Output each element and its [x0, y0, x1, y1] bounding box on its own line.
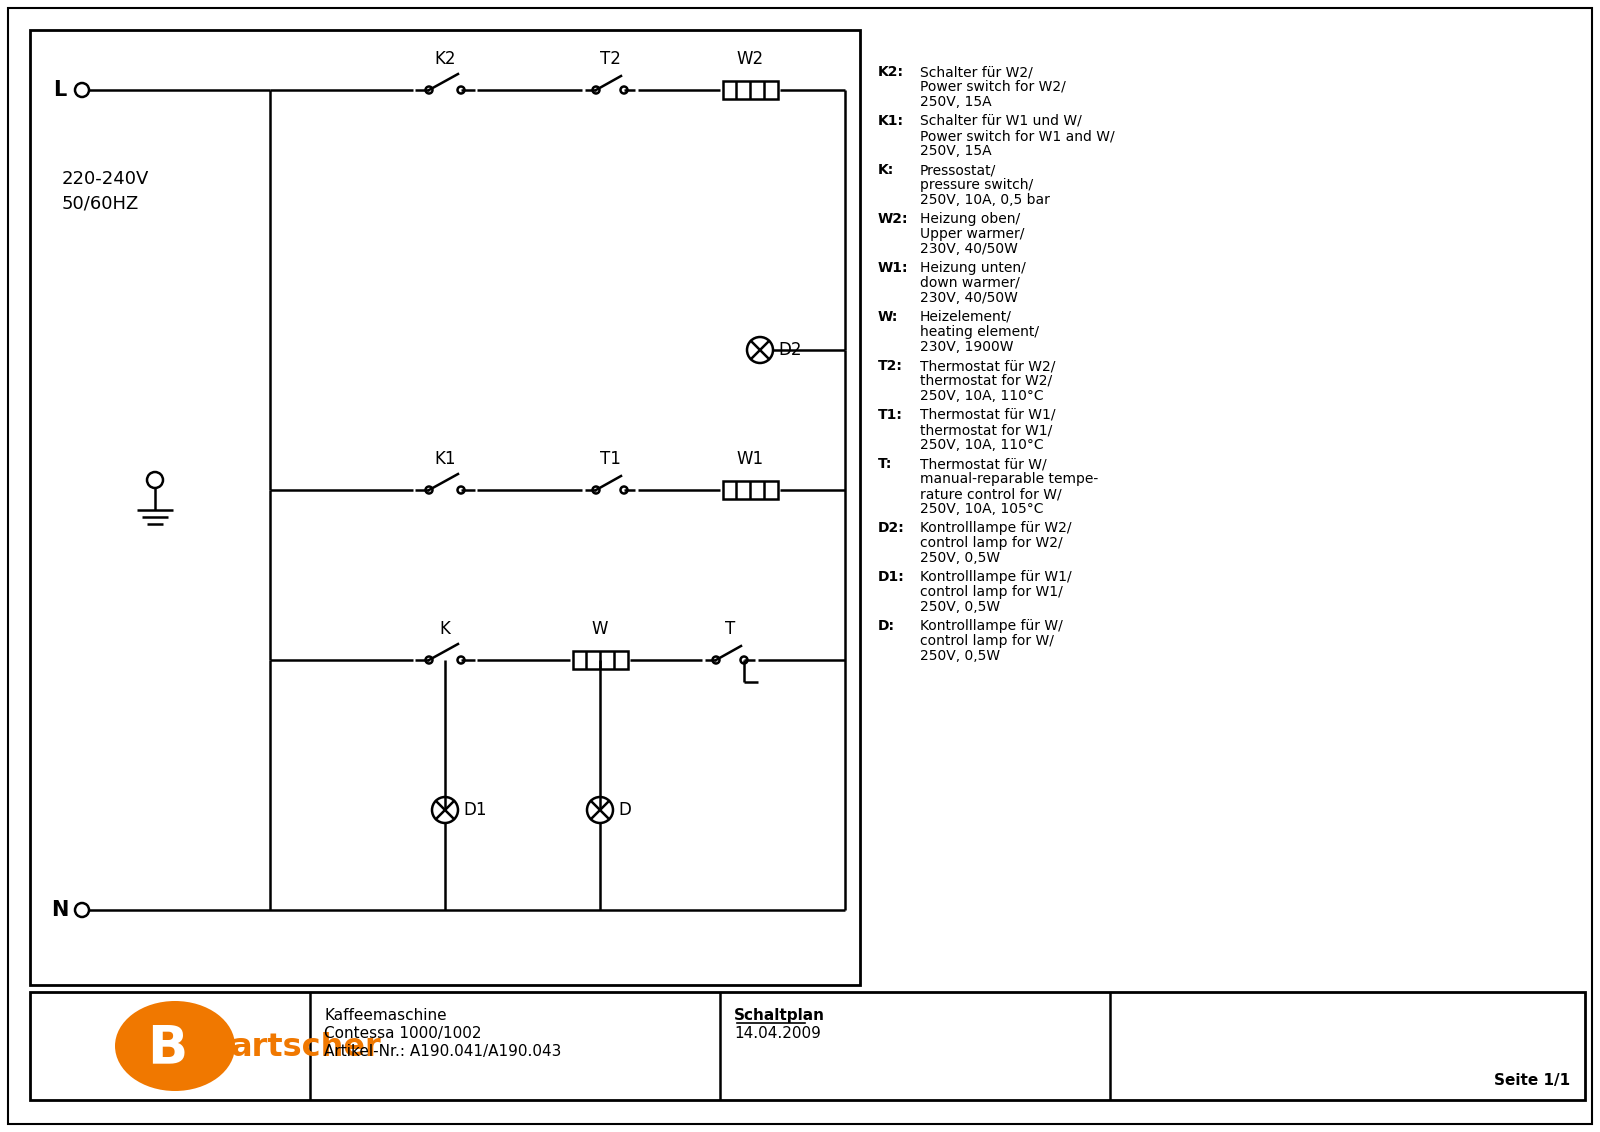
Text: 250V, 10A, 110°C: 250V, 10A, 110°C	[920, 389, 1043, 403]
Text: Heizung oben/: Heizung oben/	[920, 212, 1021, 226]
Text: K1: K1	[434, 451, 456, 468]
Circle shape	[587, 797, 613, 823]
Text: K2: K2	[434, 50, 456, 68]
Circle shape	[592, 86, 600, 94]
Circle shape	[747, 337, 773, 363]
Circle shape	[426, 487, 432, 494]
Text: 230V, 40/50W: 230V, 40/50W	[920, 242, 1018, 256]
Text: D2: D2	[778, 341, 802, 359]
Text: T1: T1	[600, 451, 621, 468]
Text: L: L	[53, 80, 67, 100]
Text: Schalter für W2/: Schalter für W2/	[920, 65, 1032, 79]
Text: Schalter für W1 und W/: Schalter für W1 und W/	[920, 114, 1082, 128]
Text: Artikel-Nr.: A190.041/A190.043: Artikel-Nr.: A190.041/A190.043	[323, 1044, 562, 1060]
Text: K2:: K2:	[878, 65, 904, 79]
Circle shape	[432, 797, 458, 823]
Text: control lamp for W1/: control lamp for W1/	[920, 585, 1062, 599]
Text: Seite 1/1: Seite 1/1	[1494, 1073, 1570, 1088]
Text: 220-240V
50/60HZ: 220-240V 50/60HZ	[62, 170, 149, 213]
Text: Kontrolllampe für W2/: Kontrolllampe für W2/	[920, 521, 1072, 535]
Text: Heizung unten/: Heizung unten/	[920, 261, 1026, 275]
Text: heating element/: heating element/	[920, 325, 1038, 338]
Text: D:: D:	[878, 619, 894, 633]
Text: manual-reparable tempe-: manual-reparable tempe-	[920, 472, 1098, 486]
Text: Power switch for W2/: Power switch for W2/	[920, 80, 1066, 94]
Bar	[30, 992, 1586, 1100]
Text: Contessa 1000/1002: Contessa 1000/1002	[323, 1026, 482, 1041]
Circle shape	[712, 657, 720, 663]
Bar	[573, 651, 627, 669]
Text: T1:: T1:	[878, 408, 902, 422]
Bar	[723, 481, 778, 499]
Text: K: K	[440, 620, 451, 638]
Text: N: N	[51, 900, 69, 920]
Text: control lamp for W2/: control lamp for W2/	[920, 535, 1062, 550]
Text: 250V, 0,5W: 250V, 0,5W	[920, 551, 1000, 565]
Text: Heizelement/: Heizelement/	[920, 310, 1011, 324]
Text: Pressostat/: Pressostat/	[920, 163, 997, 177]
Text: thermostat for W1/: thermostat for W1/	[920, 423, 1053, 437]
Text: Thermostat für W/: Thermostat für W/	[920, 457, 1046, 471]
Circle shape	[458, 86, 464, 94]
Text: 250V, 0,5W: 250V, 0,5W	[920, 649, 1000, 663]
Text: W1: W1	[736, 451, 763, 468]
Text: 250V, 10A, 110°C: 250V, 10A, 110°C	[920, 438, 1043, 452]
Text: Kontrolllampe für W/: Kontrolllampe für W/	[920, 619, 1062, 633]
Text: Upper warmer/: Upper warmer/	[920, 228, 1024, 241]
Circle shape	[741, 657, 747, 663]
Text: thermostat for W2/: thermostat for W2/	[920, 374, 1053, 388]
Text: D1: D1	[462, 801, 486, 818]
Bar	[30, 31, 861, 985]
Text: Thermostat für W1/: Thermostat für W1/	[920, 408, 1056, 422]
Circle shape	[458, 487, 464, 494]
Text: K:: K:	[878, 163, 894, 177]
Text: D: D	[618, 801, 630, 818]
Circle shape	[75, 83, 90, 97]
Text: artscher: artscher	[230, 1032, 382, 1063]
Text: 230V, 1900W: 230V, 1900W	[920, 340, 1013, 354]
Text: down warmer/: down warmer/	[920, 276, 1019, 290]
Text: Thermostat für W2/: Thermostat für W2/	[920, 359, 1056, 374]
Text: 230V, 40/50W: 230V, 40/50W	[920, 291, 1018, 305]
Circle shape	[621, 487, 627, 494]
Text: D2:: D2:	[878, 521, 904, 535]
Circle shape	[426, 86, 432, 94]
Circle shape	[426, 657, 432, 663]
Text: T2: T2	[600, 50, 621, 68]
Text: T: T	[725, 620, 734, 638]
Circle shape	[458, 657, 464, 663]
Text: Power switch for W1 and W/: Power switch for W1 and W/	[920, 129, 1115, 143]
Text: W2:: W2:	[878, 212, 909, 226]
Text: T:: T:	[878, 457, 893, 471]
Text: 250V, 15A: 250V, 15A	[920, 95, 992, 109]
Text: 14.04.2009: 14.04.2009	[734, 1026, 821, 1041]
Circle shape	[75, 903, 90, 917]
Text: B: B	[147, 1022, 187, 1074]
Text: 250V, 15A: 250V, 15A	[920, 144, 992, 158]
Text: T2:: T2:	[878, 359, 902, 374]
Text: Kontrolllampe für W1/: Kontrolllampe für W1/	[920, 571, 1072, 584]
Text: K1:: K1:	[878, 114, 904, 128]
Text: W: W	[592, 620, 608, 638]
Bar	[723, 82, 778, 98]
Text: W1:: W1:	[878, 261, 909, 275]
Text: pressure switch/: pressure switch/	[920, 178, 1034, 192]
Text: W2: W2	[736, 50, 763, 68]
Text: rature control for W/: rature control for W/	[920, 487, 1062, 501]
Text: Schaltplan: Schaltplan	[734, 1007, 826, 1023]
Text: control lamp for W/: control lamp for W/	[920, 634, 1054, 648]
Circle shape	[592, 487, 600, 494]
Text: W:: W:	[878, 310, 898, 324]
Text: Kaffeemaschine: Kaffeemaschine	[323, 1007, 446, 1023]
Ellipse shape	[115, 1001, 235, 1091]
Text: 250V, 10A, 105°C: 250V, 10A, 105°C	[920, 501, 1043, 516]
Text: D1:: D1:	[878, 571, 904, 584]
Circle shape	[147, 472, 163, 488]
Text: 250V, 0,5W: 250V, 0,5W	[920, 600, 1000, 614]
Text: 250V, 10A, 0,5 bar: 250V, 10A, 0,5 bar	[920, 192, 1050, 207]
Circle shape	[621, 86, 627, 94]
